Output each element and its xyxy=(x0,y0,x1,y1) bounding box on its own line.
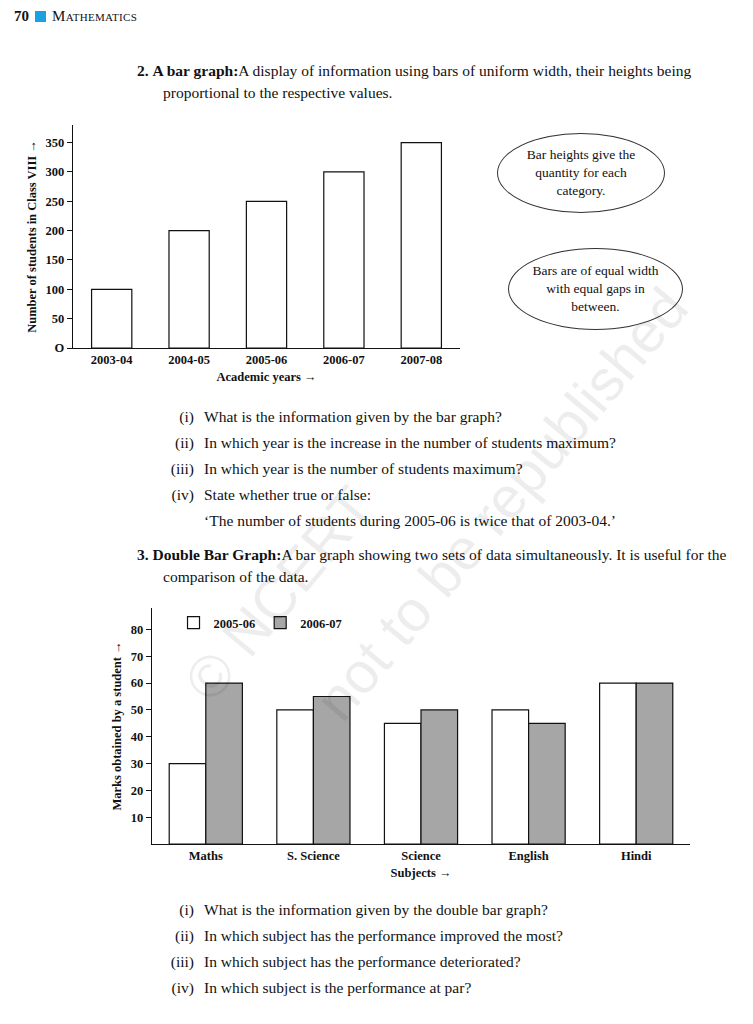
svg-text:200: 200 xyxy=(45,224,64,238)
svg-text:60: 60 xyxy=(131,676,144,690)
svg-text:350: 350 xyxy=(45,136,64,150)
svg-text:Marks obtained by a student →: Marks obtained by a student → xyxy=(110,641,124,810)
svg-text:20: 20 xyxy=(131,784,144,798)
svg-text:Maths: Maths xyxy=(189,849,223,863)
svg-text:50: 50 xyxy=(52,312,64,326)
svg-text:Academic years →: Academic years → xyxy=(217,370,317,384)
svg-text:English: English xyxy=(508,849,548,863)
svg-text:2006-07: 2006-07 xyxy=(300,617,342,631)
svg-text:2005-06: 2005-06 xyxy=(214,617,256,631)
svg-text:10: 10 xyxy=(131,811,144,825)
svg-text:2005-06: 2005-06 xyxy=(246,353,288,367)
svg-text:Subjects →: Subjects → xyxy=(391,866,452,880)
svg-text:2004-05: 2004-05 xyxy=(168,353,210,367)
svg-text:250: 250 xyxy=(45,195,64,209)
svg-text:2003-04: 2003-04 xyxy=(91,353,133,367)
svg-text:300: 300 xyxy=(45,165,64,179)
svg-text:70: 70 xyxy=(131,650,144,664)
svg-text:2006-07: 2006-07 xyxy=(323,353,365,367)
svg-text:O: O xyxy=(54,341,64,355)
svg-text:Hindi: Hindi xyxy=(621,849,652,863)
svg-text:80: 80 xyxy=(131,623,144,637)
svg-text:50: 50 xyxy=(131,703,144,717)
svg-text:30: 30 xyxy=(131,757,144,771)
svg-text:150: 150 xyxy=(45,253,64,267)
svg-text:Number of students in Class VI: Number of students in Class VIII → xyxy=(25,140,39,333)
svg-text:40: 40 xyxy=(131,730,144,744)
svg-text:Science: Science xyxy=(401,849,441,863)
svg-text:100: 100 xyxy=(45,283,64,297)
svg-text:S. Science: S. Science xyxy=(287,849,340,863)
svg-text:2007-08: 2007-08 xyxy=(400,353,442,367)
